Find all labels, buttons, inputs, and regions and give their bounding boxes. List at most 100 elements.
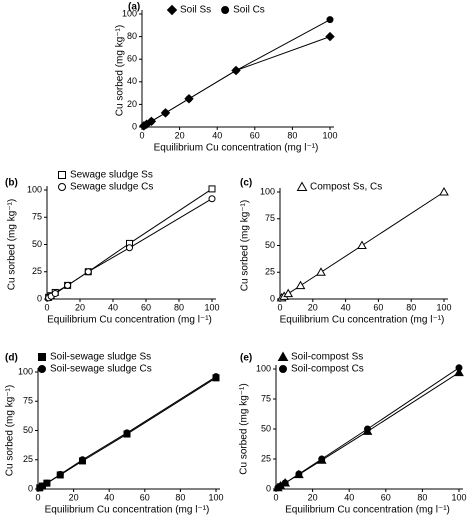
marker <box>64 281 72 289</box>
marker <box>79 456 86 464</box>
panel-label: (c) <box>240 178 252 189</box>
marker <box>454 367 464 377</box>
x-tick-label: 80 <box>175 492 185 502</box>
y-axis-label: Cu sorbed (mg kg⁻¹) <box>240 200 251 291</box>
y-tick-label: 25 <box>265 267 275 277</box>
y-tick-label: 100 <box>260 186 275 196</box>
y-tick-label: 100 <box>122 8 137 18</box>
marker <box>357 240 367 249</box>
legend-marker <box>58 183 66 191</box>
x-tick-label: 0 <box>44 302 49 312</box>
series-line <box>143 36 331 127</box>
marker <box>439 186 449 196</box>
x-axis-label: Equilibrium Cu concentration (mg l⁻¹) <box>285 505 450 516</box>
y-tick-label: 100 <box>256 363 271 373</box>
legend-label: Soil-compost Cs <box>291 364 364 375</box>
marker <box>208 195 216 203</box>
y-tick-label: 75 <box>265 213 275 223</box>
y-tick-label: 50 <box>261 423 271 433</box>
x-tick-label: 60 <box>250 130 260 140</box>
y-tick-label: 40 <box>127 76 137 86</box>
y-tick-label: 0 <box>37 293 42 303</box>
x-axis-label: Equilibrium Cu concentration (mg l⁻¹) <box>280 315 445 326</box>
legend-marker <box>221 6 230 14</box>
legend-label: Sewage sludge Ss <box>70 170 153 181</box>
legend-marker <box>277 351 289 361</box>
legend-marker <box>38 353 46 361</box>
marker <box>326 16 334 24</box>
x-tick-label: 0 <box>273 492 278 502</box>
y-axis-label: Cu sorbed (mg kg⁻¹) <box>7 199 18 290</box>
marker <box>325 31 335 42</box>
marker <box>295 280 306 290</box>
x-tick-label: 0 <box>277 302 282 312</box>
x-tick-label: 0 <box>139 130 144 140</box>
x-tick-label: 40 <box>108 302 118 312</box>
legend-label: Sewage sludge Cs <box>70 182 153 193</box>
marker <box>147 117 155 125</box>
y-tick-label: 50 <box>32 239 42 249</box>
x-tick-label: 100 <box>322 130 337 140</box>
y-tick-label: 0 <box>28 483 33 493</box>
x-tick-label: 100 <box>436 302 451 312</box>
marker <box>318 455 326 463</box>
marker <box>295 470 303 478</box>
legend-label: Soil-sewage sludge Ss <box>50 352 151 363</box>
x-tick-label: 100 <box>208 492 223 502</box>
y-tick-label: 50 <box>265 240 275 250</box>
y-tick-label: 25 <box>261 453 271 463</box>
marker <box>281 479 289 487</box>
marker <box>126 244 133 252</box>
legend-marker <box>279 365 287 373</box>
marker <box>212 373 220 381</box>
x-tick-label: 80 <box>417 492 427 502</box>
marker <box>208 185 216 193</box>
x-tick-label: 100 <box>204 302 219 312</box>
marker <box>123 429 131 437</box>
x-axis-label: Equilibrium Cu concentration (mg l⁻¹) <box>45 505 210 516</box>
x-tick-label: 60 <box>381 492 391 502</box>
x-axis-label: Equilibrium Cu concentration (mg l⁻¹) <box>47 315 212 326</box>
panel-label: (e) <box>240 353 252 364</box>
y-tick-label: 25 <box>32 266 42 276</box>
marker <box>162 109 169 117</box>
marker <box>43 479 51 487</box>
y-tick-label: 0 <box>132 121 137 131</box>
legend-marker <box>58 171 66 179</box>
x-tick-label: 20 <box>308 492 318 502</box>
y-tick-label: 75 <box>261 393 271 403</box>
y-tick-label: 25 <box>23 454 33 464</box>
marker <box>232 67 240 74</box>
legend-marker <box>166 4 178 16</box>
panel-label: (d) <box>5 353 18 364</box>
y-tick-label: 60 <box>127 54 137 64</box>
x-tick-label: 80 <box>406 302 416 312</box>
x-tick-label: 60 <box>373 302 383 312</box>
x-tick-label: 100 <box>451 492 466 502</box>
x-tick-label: 40 <box>212 130 222 140</box>
panel-label: (b) <box>5 178 18 189</box>
y-tick-label: 100 <box>18 366 33 376</box>
x-tick-label: 80 <box>287 130 297 140</box>
marker <box>316 267 326 276</box>
x-tick-label: 80 <box>174 302 184 312</box>
x-tick-label: 60 <box>141 302 151 312</box>
y-tick-label: 75 <box>32 212 42 222</box>
marker <box>364 425 371 433</box>
x-tick-label: 20 <box>69 492 79 502</box>
y-tick-label: 50 <box>23 425 33 435</box>
x-axis-label: Equilibrium Cu concentration (mg l⁻¹) <box>154 143 319 154</box>
x-tick-label: 40 <box>104 492 114 502</box>
panel-label: (a) <box>128 2 140 13</box>
y-tick-label: 0 <box>266 483 271 493</box>
legend-marker <box>38 365 46 373</box>
y-axis-label: Cu sorbed (mg kg⁻¹) <box>5 385 16 476</box>
legend-label: Compost Ss, Cs <box>310 182 382 193</box>
legend-label: Soil-sewage sludge Cs <box>50 364 152 375</box>
legend-label: Soil Ss <box>180 5 211 16</box>
x-tick-label: 40 <box>344 492 354 502</box>
x-tick-label: 20 <box>75 302 85 312</box>
y-tick-label: 20 <box>127 99 137 109</box>
